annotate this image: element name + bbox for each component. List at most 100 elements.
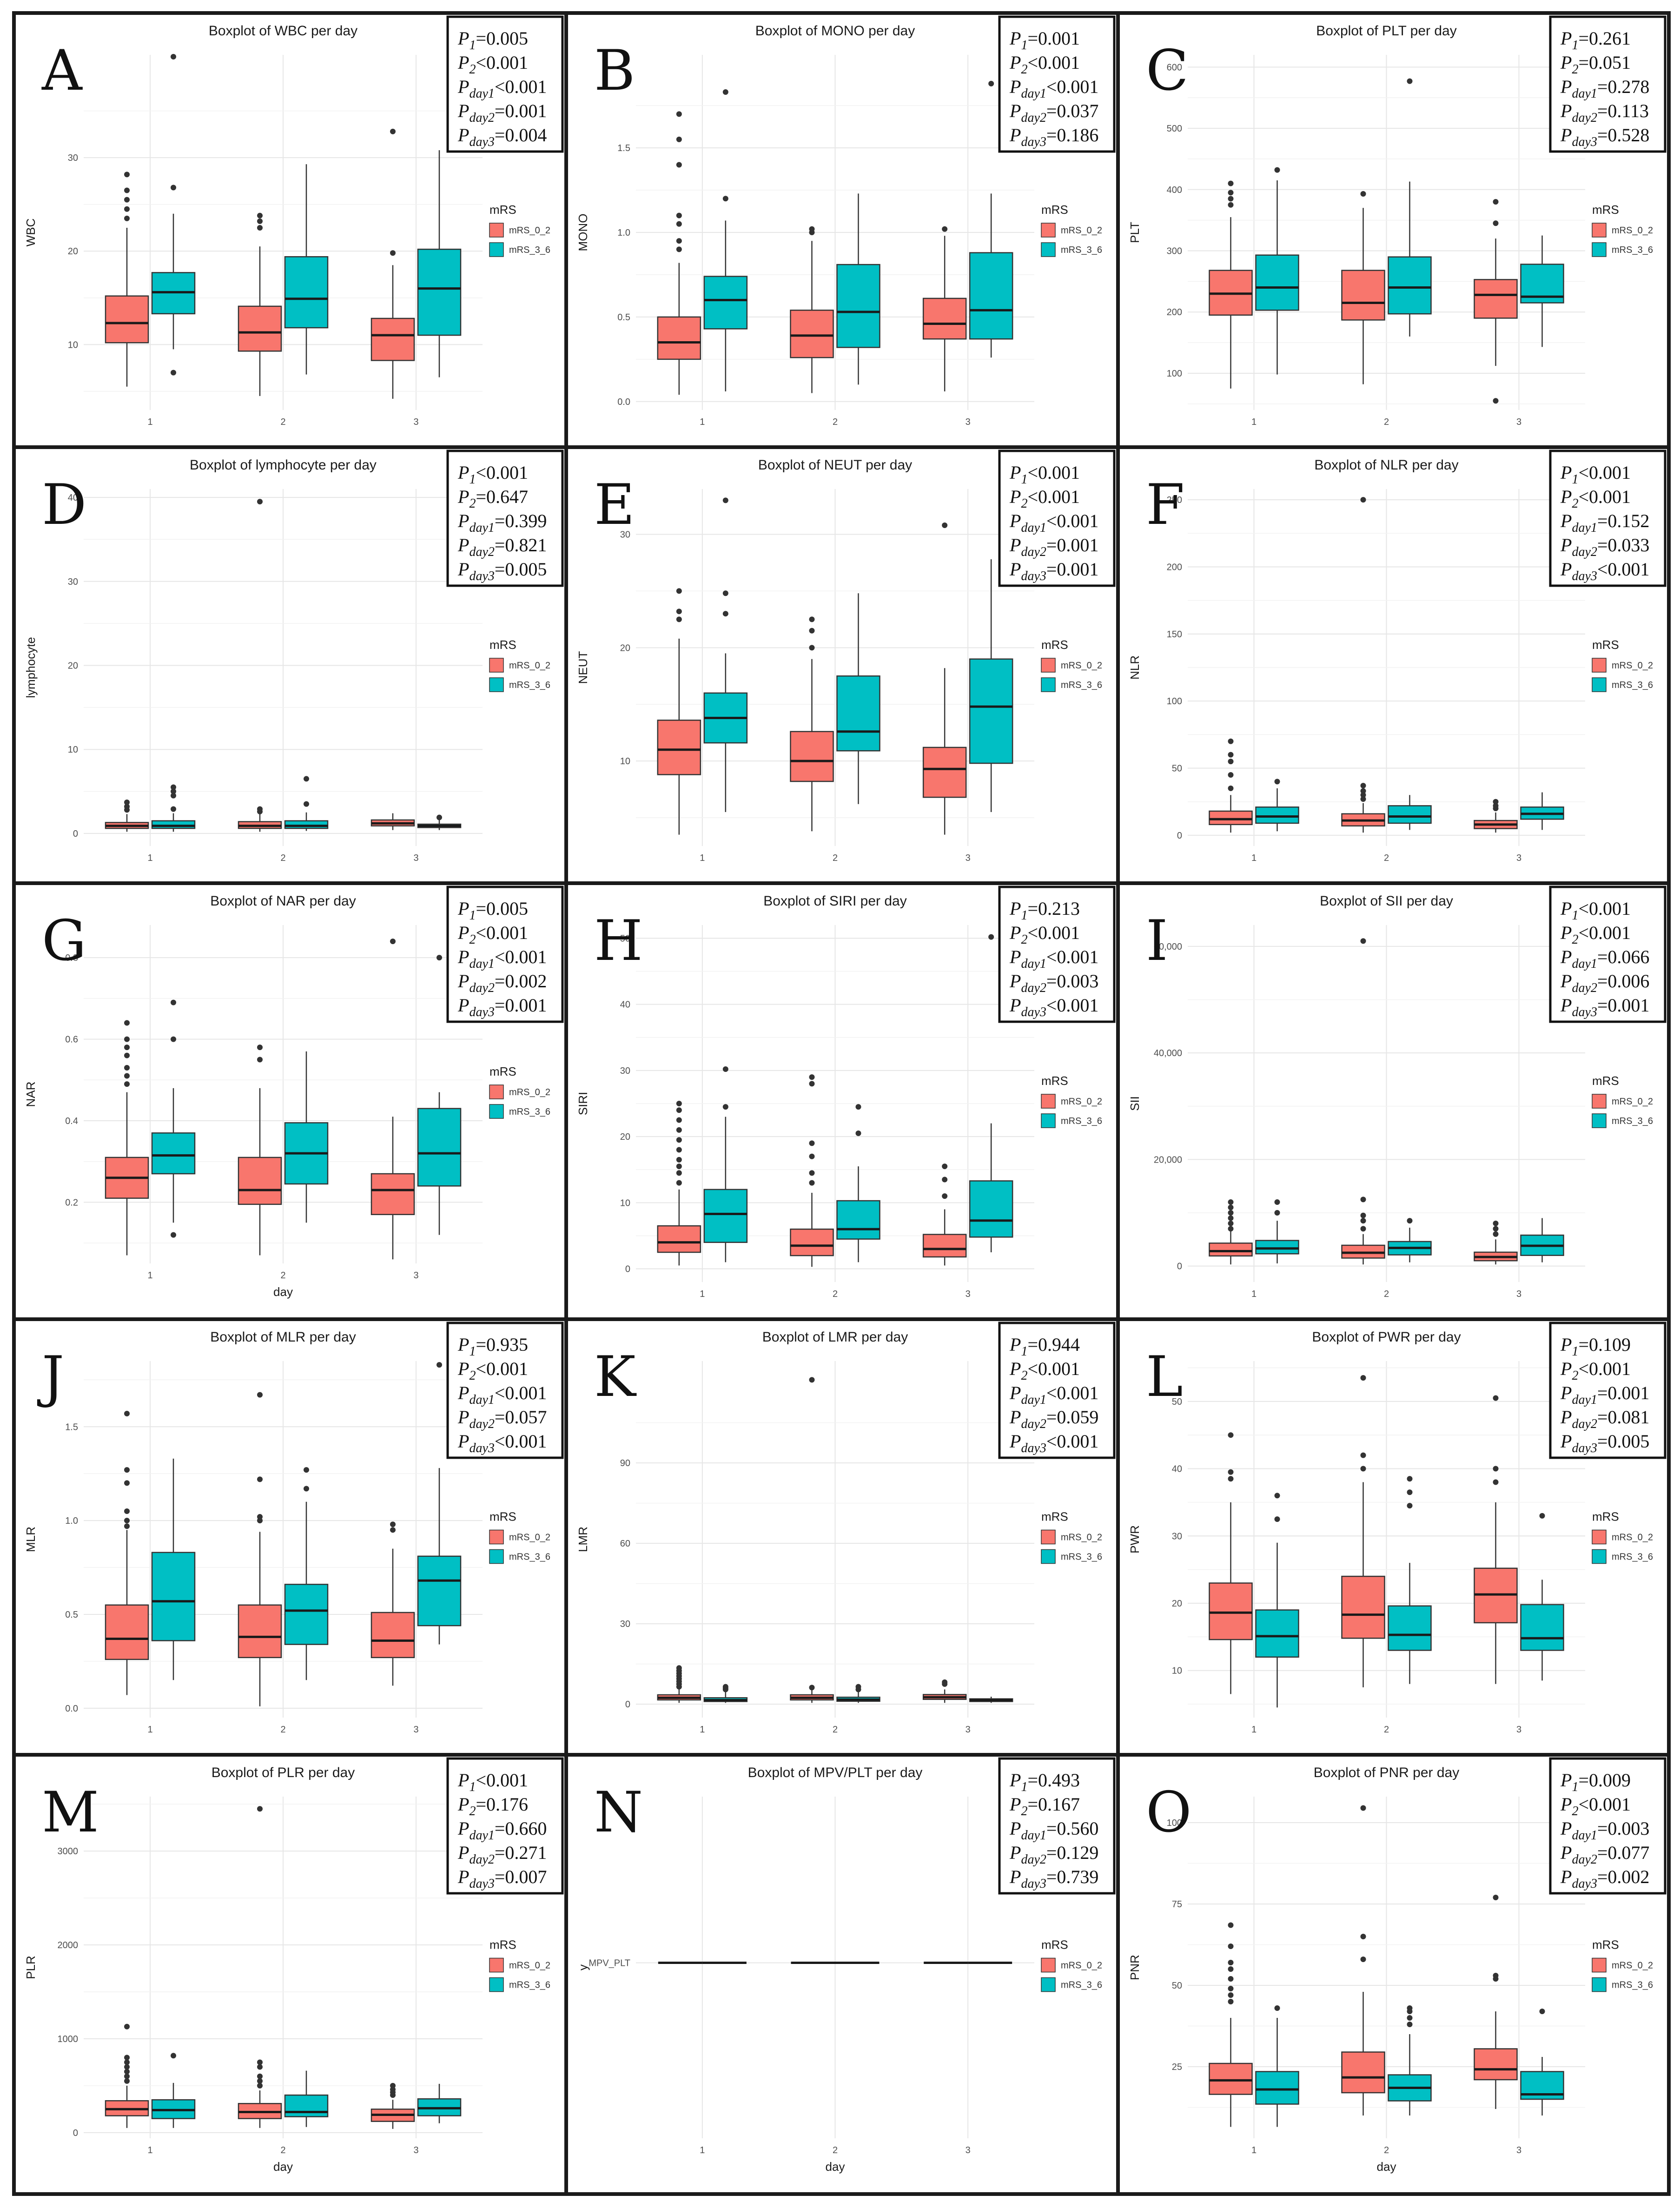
box-mRS_0_2-day1 [105,1411,149,1695]
box-mRS_0_2-day2 [1341,191,1385,384]
p-symbol: P [1560,1407,1572,1428]
p-subscript: day2 [1572,1417,1597,1431]
outlier-point [1407,2022,1413,2027]
p-value-line: Pday3<0.001 [457,1431,547,1455]
outlier-point [304,776,309,782]
outlier-point [171,2053,176,2059]
y-tick-label: 1.5 [617,143,630,153]
outlier-point [942,1679,948,1685]
box-mRS_0_2-day1 [1209,1199,1253,1265]
box-mRS_3_6-day3 [969,1697,1013,1703]
outlier-point [676,1163,682,1170]
outlier-point [676,111,682,117]
box-iqr [1255,1240,1299,1255]
box-mRS_3_6-day2 [1388,2005,1432,2115]
outlier-point [171,185,176,191]
p-value: =0.077 [1597,1842,1650,1863]
p-subscript: day1 [1021,1828,1046,1843]
p-symbol: P [1009,922,1021,943]
p-subscript: day3 [469,1441,494,1455]
outlier-point [676,616,682,622]
p-symbol: P [1009,1407,1021,1428]
box-mRS_3_6-day2 [284,776,329,831]
p-value-line: Pday3=0.001 [1009,559,1098,583]
box-mRS_0_2-day2 [238,499,282,832]
p-value: =0.001 [495,995,547,1016]
legend-swatch [1041,1977,1056,1992]
outlier-point [1360,783,1366,789]
box-iqr [969,252,1013,340]
outlier-point [942,522,948,529]
outlier-point [809,1170,815,1176]
y-tick-label: 60 [620,1539,630,1549]
p-symbol: P [1560,898,1572,919]
p-value-line: Pday2=0.271 [457,1842,547,1867]
p-symbol: P [1009,946,1021,967]
y-tick-label: 10 [620,756,630,767]
outlier-point [390,1527,396,1533]
x-tick-label: 2 [833,417,838,427]
legend-title: mRS [489,1510,516,1524]
box-mRS_3_6-day1 [1255,1493,1299,1708]
p-value-line: Pday2=0.057 [457,1407,547,1431]
outlier-point [1493,799,1499,805]
p-subscript: day2 [1572,111,1597,125]
legend: mRS mRS_0_2 mRS_3_6 [489,1064,550,1119]
p-value: <0.001 [1578,486,1631,507]
outlier-point [809,628,815,634]
p-value-box [446,15,564,153]
p-subscript: 2 [1021,1368,1027,1383]
legend-swatch [489,677,504,692]
p-subscript: 1 [1021,472,1027,487]
box-mRS_0_2-day1 [105,2023,149,2128]
legend-label: mRS_3_6 [1612,1980,1653,1990]
outlier-point [171,784,176,790]
box-mRS_0_2-day3 [370,939,415,1260]
box-mRS_0_2-day1 [657,588,701,835]
box-iqr [1341,1575,1385,1639]
legend-swatch [489,1529,504,1545]
box-mRS_0_2-day1 [1209,1432,1253,1694]
outlier-point [171,54,176,60]
outlier-point [124,1052,130,1058]
y-tick-label: 0.8 [65,953,78,963]
outlier-point [676,221,682,227]
outlier-point [1360,1375,1366,1381]
p-subscript: 2 [1572,1368,1578,1383]
box-iqr [657,720,701,775]
box-iqr [370,1612,415,1659]
p-value-line: P1<0.001 [457,462,528,487]
p-value-box [446,1757,564,1895]
p-value-line: Pday2=0.002 [457,971,547,995]
x-tick-label: 2 [1384,417,1389,427]
box-iqr [657,316,701,360]
p-value-line: P1=0.261 [1560,28,1631,53]
legend-label: mRS_3_6 [509,1552,550,1562]
p-value-line: P1<0.001 [1560,462,1631,487]
p-value-line: P2<0.001 [1009,922,1080,947]
panel-letter: I [1146,909,1168,973]
y-tick-label: 40 [68,493,78,503]
p-symbol: P [457,971,469,992]
outlier-point [390,2082,396,2089]
p-symbol: P [1560,1431,1572,1452]
p-value: =0.739 [1046,1866,1099,1887]
outlier-point [437,814,442,820]
p-value-line: Pday2=0.059 [1009,1407,1098,1431]
box-mRS_0_2-day3 [1474,1220,1518,1265]
p-subscript: day3 [1021,135,1046,149]
p-value-line: Pday1=0.066 [1560,946,1649,971]
outlier-point [1228,752,1234,758]
outlier-point [124,1467,130,1473]
legend-swatch [489,658,504,673]
outlier-point [437,1362,442,1368]
outlier-point [124,2078,130,2084]
y-tick-label: 50 [1172,1397,1182,1407]
outlier-point [1493,1895,1499,1900]
legend-label: mRS_3_6 [1612,1116,1653,1126]
outlier-point [1228,1210,1234,1216]
p-symbol: P [457,922,469,943]
legend: mRS mRS_0_2 mRS_3_6 [1041,1074,1102,1128]
outlier-point [1228,1199,1234,1205]
x-tick-label: 1 [700,2145,705,2155]
